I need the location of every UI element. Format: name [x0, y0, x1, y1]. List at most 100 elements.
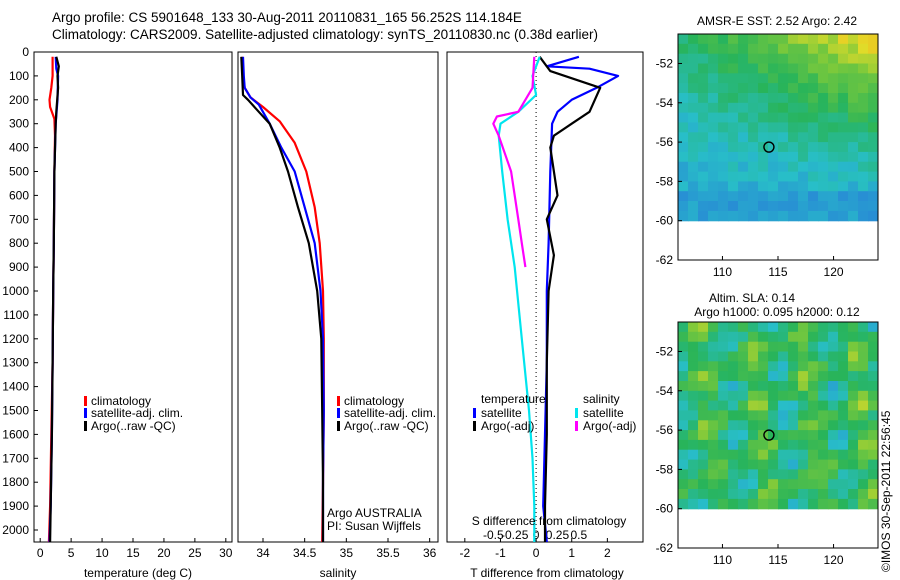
map-cell — [688, 371, 699, 382]
map-cell — [858, 83, 869, 94]
map-cell — [868, 489, 878, 500]
map-cell — [798, 498, 809, 510]
map-cell — [708, 181, 719, 192]
map-cell — [798, 331, 809, 343]
map-cell — [848, 469, 859, 480]
map-cell — [788, 102, 799, 114]
map-cell — [858, 181, 869, 192]
map-cell — [808, 73, 819, 84]
map-cell — [698, 459, 709, 470]
map-cell — [768, 43, 779, 55]
map-cell — [778, 489, 789, 500]
map-cell — [738, 83, 749, 94]
map-cell — [858, 322, 869, 333]
map-cell — [808, 390, 819, 402]
map-cell — [698, 469, 709, 480]
map-cell — [848, 142, 859, 153]
map-cell — [868, 351, 878, 362]
map-cell — [868, 420, 878, 431]
map-cell — [858, 132, 869, 143]
map-cell — [728, 400, 739, 411]
map-cell — [678, 102, 689, 114]
map-cell — [818, 351, 829, 362]
difference-top-xlabel: S difference from climatology — [472, 514, 627, 528]
map-cell — [698, 102, 709, 114]
map-cell — [778, 83, 789, 94]
map-cell — [748, 430, 759, 441]
map-cell — [728, 410, 739, 421]
map-cell — [768, 161, 779, 173]
map-cell — [798, 371, 809, 382]
map-cell — [798, 381, 809, 392]
map-cell — [728, 53, 739, 65]
map-x-tick-label: 115 — [768, 553, 787, 567]
map-cell — [748, 171, 759, 182]
map-cell — [688, 112, 699, 123]
map-cell — [858, 449, 869, 461]
map-cell — [828, 410, 839, 421]
legend-swatch-satellite — [337, 408, 340, 418]
map-cell — [738, 341, 749, 353]
map-cell — [718, 93, 729, 104]
map-cell — [688, 53, 699, 65]
map-cell — [768, 400, 779, 411]
map-cell — [718, 410, 729, 421]
map-cell — [708, 351, 719, 362]
map-cell — [748, 122, 759, 133]
map-cell — [678, 201, 689, 212]
argo-annotation-line2: PI: Susan Wijffels — [327, 519, 421, 533]
legend-swatch-argo — [337, 421, 340, 431]
map-cell — [868, 201, 878, 212]
map-cell — [788, 171, 799, 182]
map-cell — [718, 371, 729, 382]
map-cell — [718, 191, 729, 202]
map-cell — [808, 469, 819, 480]
map-cell — [688, 201, 699, 212]
map-cell — [768, 122, 779, 133]
map-cell — [728, 83, 739, 94]
map-cell — [748, 439, 759, 451]
x-tick-label: 10 — [95, 546, 109, 560]
map-cell — [718, 351, 729, 362]
map-cell — [858, 400, 869, 411]
map-cell — [768, 469, 779, 480]
map-cell — [768, 132, 779, 143]
legend-heading-salinity: salinity — [583, 392, 620, 406]
map-cell — [768, 181, 779, 192]
map-cell — [838, 351, 849, 362]
map-cell — [718, 171, 729, 182]
temperature-legend: climatology satellite-adj. clim. Argo(..… — [84, 394, 183, 433]
map-cell — [688, 341, 699, 353]
map-cell — [868, 151, 878, 163]
map-cell — [798, 53, 809, 65]
series-line-salinity-argo-adj- — [492, 56, 536, 268]
map-cell — [688, 479, 699, 490]
map-cell — [848, 331, 859, 343]
map-cell — [718, 161, 729, 173]
map-cell — [738, 161, 749, 173]
x-tick-label: 25 — [188, 546, 202, 560]
map-cell — [748, 191, 759, 202]
map-cell — [758, 93, 769, 104]
map-cell — [828, 201, 839, 212]
map-cell — [748, 161, 759, 173]
map-cell — [688, 381, 699, 392]
map-cell — [728, 430, 739, 441]
map-cell — [848, 171, 859, 182]
map-cell — [778, 112, 789, 123]
map-cell — [778, 331, 789, 343]
map-cell — [708, 151, 719, 163]
map-cell — [728, 43, 739, 55]
map-cell — [828, 63, 839, 74]
map-cell — [848, 479, 859, 490]
map-cell — [818, 63, 829, 74]
map-cell — [698, 83, 709, 94]
map-x-tick-label: 120 — [824, 265, 844, 279]
map-cell — [818, 181, 829, 192]
map-cell — [748, 210, 759, 222]
map-cell — [858, 73, 869, 84]
map-cell — [728, 132, 739, 143]
map-cell — [688, 439, 699, 451]
map-cell — [828, 331, 839, 343]
map-cell — [828, 142, 839, 153]
